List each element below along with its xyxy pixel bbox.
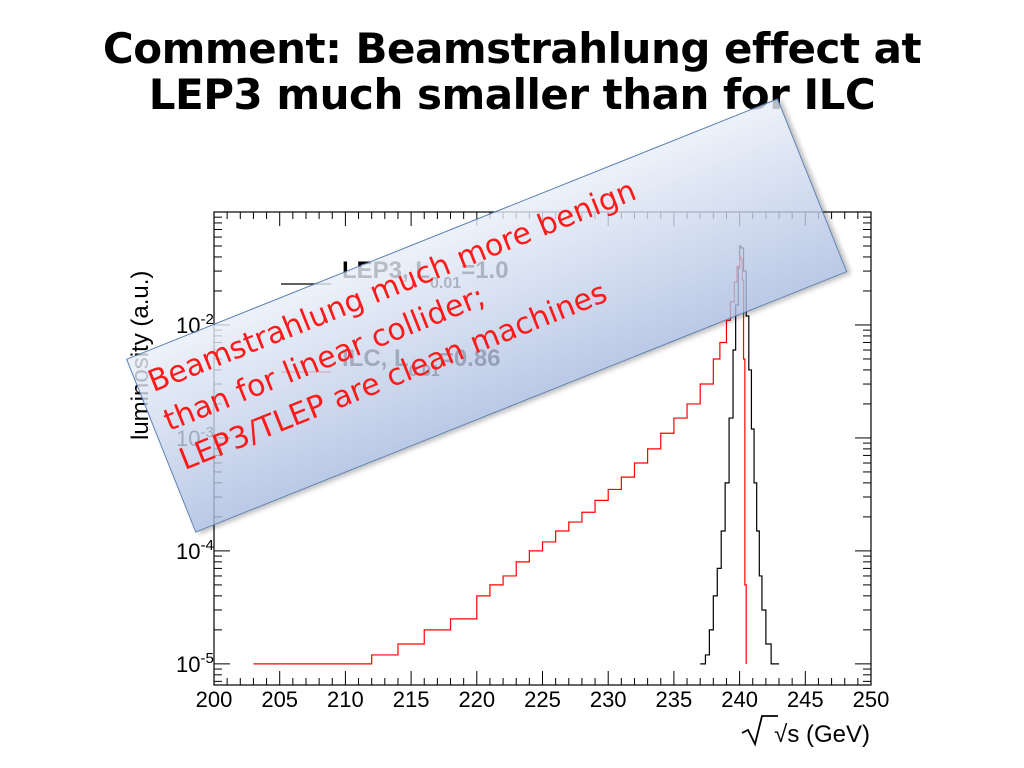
slide-title: Comment: Beamstrahlung effect at LEP3 mu… bbox=[0, 26, 1024, 118]
x-tick-label: 205 bbox=[261, 687, 298, 712]
slide-title-line-1: Comment: Beamstrahlung effect at bbox=[102, 24, 922, 73]
sqrt-symbol bbox=[741, 715, 778, 747]
x-tick-label: 200 bbox=[196, 687, 233, 712]
x-tick-label: 250 bbox=[853, 687, 890, 712]
x-axis-title: √s (GeV) bbox=[741, 715, 870, 748]
x-tick-label: 245 bbox=[787, 687, 824, 712]
x-tick-label: 225 bbox=[524, 687, 561, 712]
x-axis-label: √s (GeV) bbox=[774, 721, 870, 748]
y-tick-label: 10-4 bbox=[176, 537, 214, 564]
y-tick-label: 10-5 bbox=[176, 650, 214, 677]
x-tick-label: 210 bbox=[327, 687, 364, 712]
x-tick-label: 215 bbox=[393, 687, 430, 712]
x-tick-label: 220 bbox=[458, 687, 495, 712]
x-tick-label: 240 bbox=[721, 687, 758, 712]
x-tick-label: 230 bbox=[590, 687, 627, 712]
x-tick-label: 235 bbox=[656, 687, 693, 712]
